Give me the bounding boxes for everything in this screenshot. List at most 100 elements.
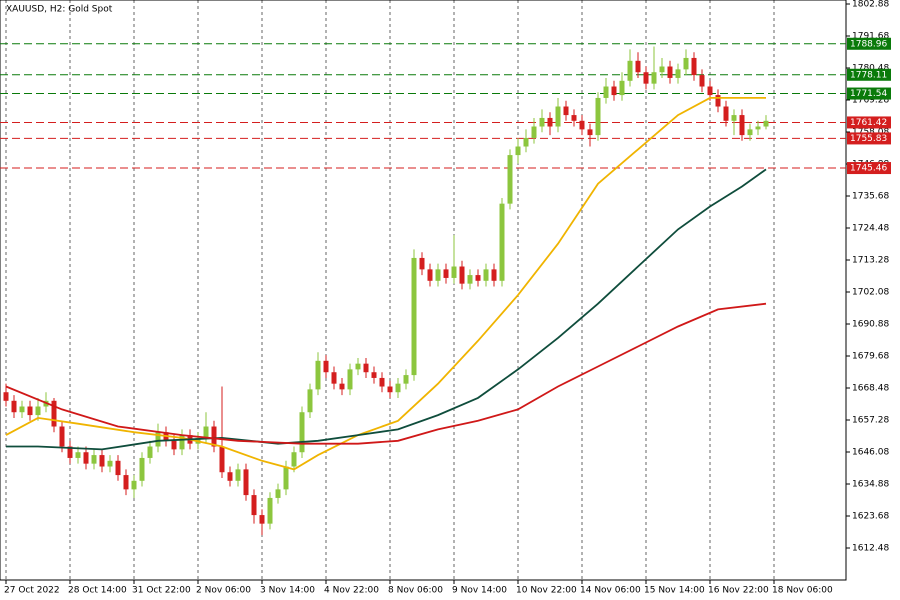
candle-body <box>347 369 353 390</box>
candle-body <box>275 489 281 498</box>
candle-body <box>747 129 753 136</box>
candle-body <box>3 392 9 401</box>
y-tick-label: 1724.48 <box>852 224 889 234</box>
candle-body <box>651 72 657 84</box>
candle-body <box>555 106 561 127</box>
y-tick-label: 1634.88 <box>852 480 889 490</box>
candle-body <box>59 426 65 447</box>
candle-body <box>107 460 113 467</box>
x-tick-label: 28 Oct 14:00 <box>68 586 127 596</box>
candle-body <box>227 472 233 481</box>
y-tick-label: 1780.48 <box>852 64 889 74</box>
candle-body <box>699 75 705 87</box>
x-tick-label: 18 Nov 06:00 <box>772 586 833 596</box>
candle-body <box>459 266 465 284</box>
candle-body <box>579 120 585 130</box>
level-label: 1771.54 <box>850 89 887 99</box>
candle-body <box>611 86 617 96</box>
candle-body <box>267 497 273 524</box>
y-tick-label: 1623.68 <box>852 512 889 522</box>
candle-body <box>75 452 81 458</box>
moving-average <box>5 97 766 471</box>
level-label: 1755.83 <box>850 134 887 144</box>
candle-body <box>435 269 441 281</box>
y-tick-label: 1802.88 <box>852 0 889 10</box>
y-tick-label: 1769.28 <box>852 96 889 106</box>
candle-body <box>563 106 569 116</box>
candle-body <box>363 363 369 373</box>
candle-body <box>483 269 489 281</box>
x-tick-label: 10 Nov 22:00 <box>516 586 577 596</box>
candle-body <box>299 412 305 453</box>
y-tick-label: 1668.48 <box>852 384 889 394</box>
candle-body <box>131 480 137 490</box>
candle-body <box>179 435 185 450</box>
candle-body <box>243 469 249 496</box>
candle-body <box>411 257 417 376</box>
y-tick-label: 1657.28 <box>852 416 889 426</box>
candle-body <box>19 406 25 413</box>
y-tick-label: 1702.08 <box>852 288 889 298</box>
candle-body <box>123 475 129 490</box>
candle-body <box>731 115 737 121</box>
moving-average <box>6 168 767 451</box>
candle-body <box>723 106 729 121</box>
level-label: 1788.96 <box>850 39 887 49</box>
candle-body <box>315 360 321 390</box>
candle-body <box>571 115 577 121</box>
candle-body <box>595 97 601 136</box>
candle-body <box>427 269 433 281</box>
candle-body <box>259 515 265 524</box>
level-label-box <box>847 68 891 81</box>
candle-body <box>643 72 649 84</box>
candle-body <box>139 457 145 481</box>
y-tick-label: 1690.88 <box>852 320 889 330</box>
candle-body <box>691 57 697 76</box>
candle-body <box>323 360 329 373</box>
x-tick-label: 27 Oct 2022 <box>4 586 60 596</box>
y-tick-label: 1646.08 <box>852 448 889 458</box>
moving-average <box>5 302 767 445</box>
level-label-box <box>847 87 891 100</box>
candle-body <box>419 257 425 270</box>
candle-body <box>675 69 681 78</box>
x-tick-label: 16 Nov 22:00 <box>708 586 769 596</box>
candle-body <box>395 383 401 393</box>
candle-body <box>603 86 609 98</box>
level-label: 1761.42 <box>850 118 887 128</box>
candle-body <box>67 446 73 458</box>
x-tick-label: 8 Nov 06:00 <box>388 586 443 596</box>
candle-body <box>339 383 345 390</box>
candle-body <box>475 275 481 281</box>
candle-body <box>387 386 393 393</box>
candle-body <box>219 446 225 473</box>
candle-body <box>539 117 545 127</box>
candle-body <box>355 363 361 370</box>
candle-body <box>659 66 665 73</box>
candle-body <box>91 455 97 464</box>
candle-body <box>211 426 217 447</box>
x-tick-label: 31 Oct 22:00 <box>132 586 191 596</box>
candle-body <box>763 120 769 127</box>
y-tick-label: 1612.48 <box>852 544 889 554</box>
candle-body <box>491 269 497 281</box>
x-tick-label: 14 Nov 06:00 <box>580 586 641 596</box>
candle-body <box>147 446 153 458</box>
candle-body <box>755 126 761 130</box>
x-tick-label: 15 Nov 14:00 <box>644 586 705 596</box>
level-label-box <box>847 162 891 175</box>
level-label-box <box>847 116 891 129</box>
candle-body <box>515 146 521 156</box>
x-tick-label: 2 Nov 06:00 <box>196 586 251 596</box>
candle-body <box>11 400 17 413</box>
candle-body <box>467 275 473 284</box>
candle-body <box>619 80 625 96</box>
candle-body <box>531 126 537 138</box>
candle-body <box>251 495 257 516</box>
candle-body <box>171 440 177 450</box>
candle-body <box>451 266 457 278</box>
candle-body <box>523 137 529 147</box>
candle-body <box>83 452 89 464</box>
candle-body <box>587 129 593 136</box>
candle-body <box>291 452 297 467</box>
